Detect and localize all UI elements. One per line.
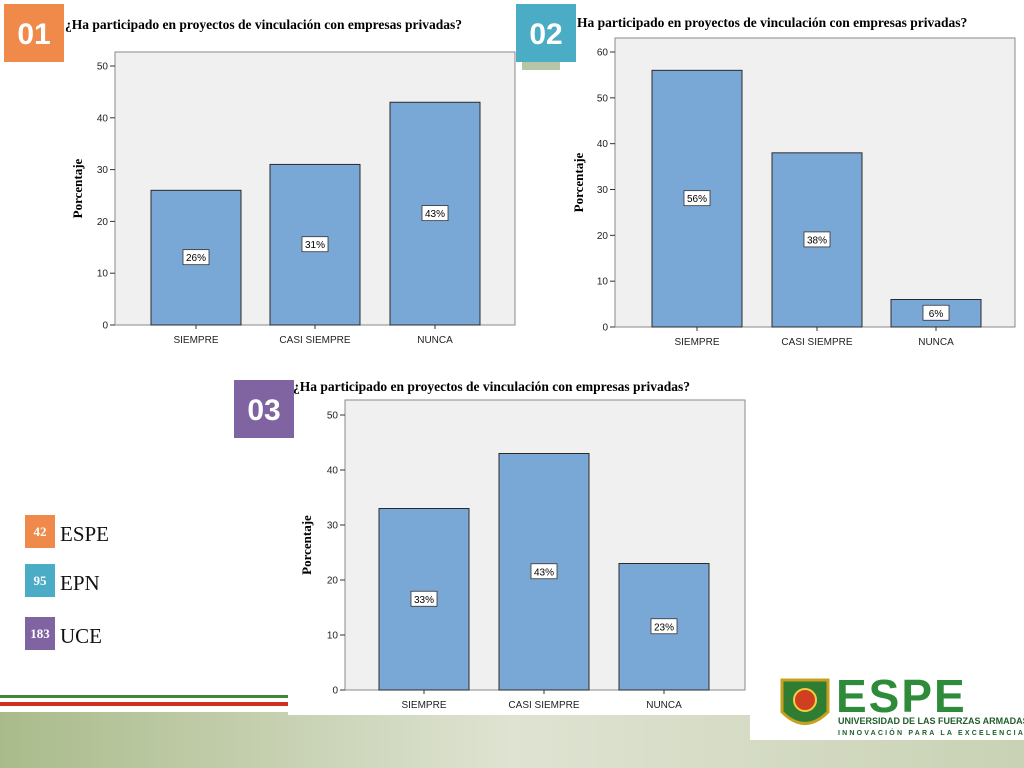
- value-label: 33%: [414, 595, 434, 606]
- y-tick-label: 60: [597, 48, 609, 59]
- badge: [234, 380, 294, 438]
- y-tick-label: 50: [327, 411, 339, 422]
- logo-subtitle: UNIVERSIDAD DE LAS FUERZAS ARMADAS: [838, 716, 1024, 726]
- y-tick-label: 0: [602, 323, 608, 334]
- x-tick-label: SIEMPRE: [401, 700, 446, 711]
- badge-label: 02: [529, 18, 562, 51]
- value-label: 43%: [425, 209, 445, 220]
- y-axis-label: Porcentaje: [299, 515, 314, 575]
- stripe-green: [0, 695, 288, 698]
- x-tick-label: CASI SIEMPRE: [279, 335, 350, 346]
- x-tick-label: CASI SIEMPRE: [781, 337, 852, 348]
- x-tick-label: NUNCA: [918, 337, 954, 348]
- y-tick-label: 30: [327, 521, 339, 532]
- badge-label: 03: [247, 394, 280, 427]
- value-label-box: [421, 205, 449, 222]
- legend-count: 42: [34, 524, 47, 539]
- value-label-box: [683, 190, 711, 207]
- legend-swatch: [25, 564, 55, 597]
- y-tick-label: 20: [597, 231, 609, 242]
- y-tick-label: 20: [97, 217, 109, 228]
- stripe-red: [0, 702, 288, 706]
- x-tick-label: NUNCA: [417, 335, 453, 346]
- value-label: 6%: [929, 309, 944, 320]
- value-label: 26%: [186, 253, 206, 264]
- value-label: 38%: [807, 235, 827, 246]
- legend-count: 95: [34, 573, 48, 588]
- x-tick-label: CASI SIEMPRE: [508, 700, 579, 711]
- value-label-box: [182, 249, 210, 266]
- y-tick-label: 40: [597, 139, 609, 150]
- y-tick-label: 20: [327, 576, 339, 587]
- chart-title: ¿Ha participado en proyectos de vinculac…: [293, 379, 690, 394]
- y-tick-label: 0: [332, 686, 338, 697]
- value-label-box: [530, 563, 558, 580]
- y-tick-label: 50: [97, 62, 109, 73]
- legend-name: UCE: [60, 624, 102, 648]
- y-tick-label: 30: [97, 165, 109, 176]
- y-tick-label: 30: [597, 185, 609, 196]
- legend-swatch: [25, 515, 55, 548]
- legend-swatch: [25, 617, 55, 650]
- y-tick-label: 40: [97, 113, 109, 124]
- value-label-box: [650, 618, 678, 635]
- legend-name: EPN: [60, 571, 100, 595]
- logo-motto: INNOVACIÓN PARA LA EXCELENCIA: [838, 728, 1024, 737]
- chart-title: ¿Ha participado en proyectos de vinculac…: [65, 17, 462, 32]
- logo-name: ESPE: [836, 670, 967, 722]
- value-label: 23%: [654, 622, 674, 633]
- value-label: 56%: [687, 194, 707, 205]
- badge: [516, 4, 576, 62]
- value-label-box: [922, 304, 950, 321]
- value-label-box: [410, 590, 438, 607]
- y-axis-label: Porcentaje: [571, 152, 586, 212]
- y-tick-label: 0: [102, 321, 108, 332]
- y-tick-label: 10: [597, 277, 609, 288]
- badge-shadow: [522, 60, 560, 70]
- x-tick-label: NUNCA: [646, 700, 682, 711]
- logo-emblem: [793, 688, 817, 712]
- y-tick-label: 50: [597, 93, 609, 104]
- y-axis-label: Porcentaje: [70, 158, 85, 218]
- x-tick-label: SIEMPRE: [674, 337, 719, 348]
- y-tick-label: 10: [327, 631, 339, 642]
- y-tick-label: 10: [97, 269, 109, 280]
- y-tick-label: 40: [327, 466, 339, 477]
- value-label: 31%: [305, 240, 325, 251]
- x-tick-label: SIEMPRE: [173, 335, 218, 346]
- badge: [4, 4, 64, 62]
- legend-count: 183: [30, 626, 50, 641]
- chart-title: Ha participado en proyectos de vinculaci…: [577, 15, 967, 30]
- legend-name: ESPE: [60, 522, 109, 546]
- value-label-box: [803, 231, 831, 248]
- value-label: 43%: [534, 567, 554, 578]
- badge-label: 01: [17, 18, 50, 51]
- value-label-box: [301, 236, 329, 253]
